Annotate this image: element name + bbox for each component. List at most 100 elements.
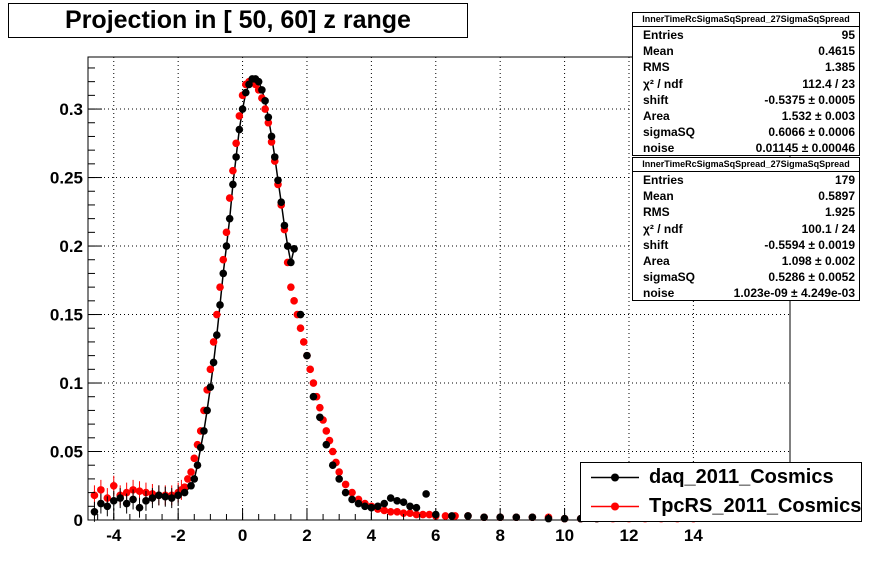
y-tick-label: 0.15 xyxy=(50,306,83,325)
data-point xyxy=(361,502,369,511)
y-tick-label: 0.2 xyxy=(59,237,83,256)
data-point xyxy=(216,283,224,291)
stats-value: 112.4 / 23 xyxy=(802,76,855,91)
y-tick-label: 0 xyxy=(74,511,83,530)
y-tick-label: 0.25 xyxy=(50,169,83,188)
legend-entry-tpcrs: TpcRS_2011_Cosmics xyxy=(581,492,861,521)
data-point xyxy=(328,447,337,456)
x-tick-label: 0 xyxy=(238,526,247,545)
stats-label: sigmaSQ xyxy=(643,125,696,140)
stats-box-daq: InnerTimeRcSigmaSqSpread_27SigmaSqSpread… xyxy=(632,12,860,156)
data-point xyxy=(386,507,395,516)
data-point xyxy=(116,494,125,502)
data-point xyxy=(90,491,99,500)
data-point xyxy=(335,468,343,476)
data-point xyxy=(399,509,408,517)
data-point xyxy=(328,461,337,470)
data-point xyxy=(241,88,250,97)
data-point xyxy=(167,494,176,502)
data-point xyxy=(129,495,137,504)
stats-row: Mean 0.4615 xyxy=(633,43,859,59)
stats-row: Entries 95 xyxy=(633,27,859,43)
legend: daq_2011_Cosmics TpcRS_2011_Cosmics xyxy=(580,462,862,522)
data-point xyxy=(219,269,228,278)
stats-label: shift xyxy=(643,92,669,107)
data-point xyxy=(196,443,205,452)
data-point xyxy=(225,194,234,202)
stats-value: 0.4615 xyxy=(818,44,855,59)
stats-row: sigmaSQ 0.6066 ± 0.0006 xyxy=(633,124,859,140)
stats-value: 0.5897 xyxy=(818,189,855,204)
data-point xyxy=(380,506,389,515)
data-point xyxy=(90,507,99,516)
data-point xyxy=(213,331,221,339)
stats-value: 0.5286 ± 0.0052 xyxy=(768,270,855,285)
data-point xyxy=(367,503,376,512)
stats-row: noise 1.023e-09 ± 4.249e-03 xyxy=(633,285,859,301)
data-point xyxy=(322,427,331,435)
data-point xyxy=(264,113,273,122)
x-tick-label: 2 xyxy=(302,526,311,545)
data-point xyxy=(200,427,208,435)
data-point xyxy=(267,132,276,141)
x-tick-label: -2 xyxy=(171,526,186,545)
stats-row: χ² / ndf 100.1 / 24 xyxy=(633,221,859,237)
data-point xyxy=(354,499,363,508)
stats-label: sigmaSQ xyxy=(643,270,696,285)
stats-row: shift -0.5375 ± 0.0005 xyxy=(633,92,859,108)
data-point xyxy=(299,338,308,346)
stats-label: χ² / ndf xyxy=(643,76,683,91)
data-point xyxy=(264,118,273,127)
stats-label: Mean xyxy=(643,44,674,59)
data-point xyxy=(187,481,195,490)
data-point xyxy=(386,494,395,502)
data-point xyxy=(341,488,350,497)
data-point xyxy=(222,228,231,237)
stats-value: 0.01145 ± 0.00046 xyxy=(755,141,855,156)
data-point xyxy=(290,244,298,253)
data-point xyxy=(122,499,131,508)
stats-row: Area 1.098 ± 0.002 xyxy=(633,253,859,269)
x-tick-label: 6 xyxy=(431,526,440,545)
data-point xyxy=(161,492,170,501)
data-point xyxy=(187,468,195,476)
data-point xyxy=(261,105,269,113)
data-point xyxy=(103,502,112,511)
legend-marker-tpcrs xyxy=(591,502,639,511)
data-point xyxy=(290,297,298,305)
legend-label-tpcrs: TpcRS_2011_Cosmics xyxy=(649,495,862,517)
data-point xyxy=(135,503,144,512)
data-point xyxy=(97,486,105,494)
x-tick-label: 14 xyxy=(684,526,703,545)
stats-value: 179 xyxy=(834,173,855,187)
data-point xyxy=(142,497,150,505)
stats-row: RMS 1.385 xyxy=(633,59,859,75)
data-point xyxy=(148,494,157,502)
stats-label: RMS xyxy=(643,205,670,220)
data-point xyxy=(306,365,314,374)
stats-label: Entries xyxy=(643,28,684,42)
stats-row: shift -0.5594 ± 0.0019 xyxy=(633,237,859,253)
data-point xyxy=(380,499,389,508)
data-point xyxy=(267,138,276,146)
data-point xyxy=(280,221,289,230)
data-point xyxy=(209,338,218,346)
data-point xyxy=(316,413,324,422)
stats-value: 1.925 xyxy=(824,205,855,220)
data-point xyxy=(203,406,211,415)
stats-value: -0.5375 ± 0.0005 xyxy=(764,92,855,107)
data-point xyxy=(180,483,189,491)
data-point xyxy=(174,491,182,500)
legend-marker-daq xyxy=(591,473,639,482)
stats-value: -0.5594 ± 0.0019 xyxy=(764,237,855,252)
data-point xyxy=(296,310,305,319)
data-point xyxy=(235,125,244,134)
data-point xyxy=(287,283,295,291)
data-point xyxy=(219,255,228,264)
data-point xyxy=(97,499,105,508)
data-point xyxy=(419,510,427,519)
data-point xyxy=(229,180,237,189)
data-point xyxy=(283,242,292,250)
stats-value: 0.6066 ± 0.0006 xyxy=(768,125,855,140)
data-point xyxy=(109,497,118,505)
